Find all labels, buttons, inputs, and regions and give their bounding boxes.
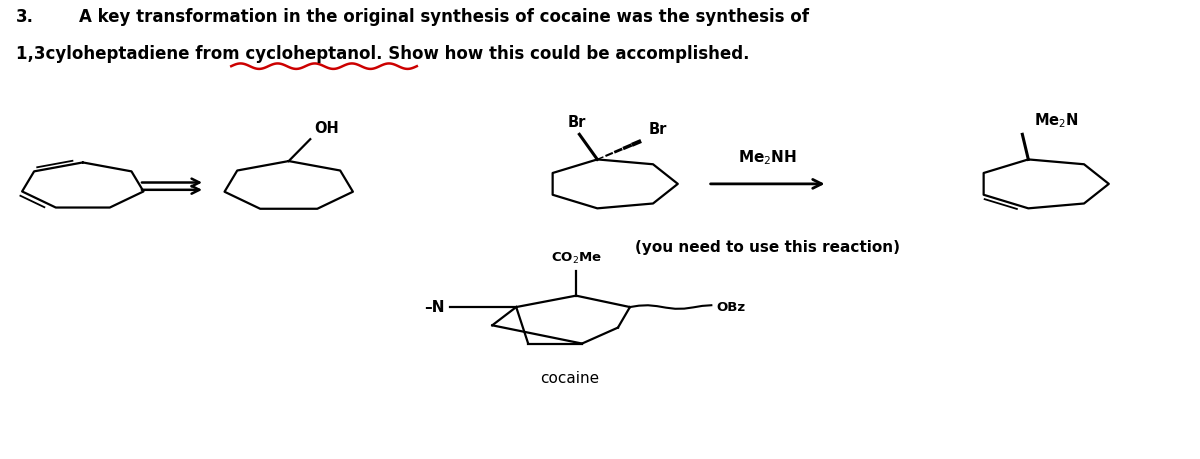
- Text: Br: Br: [649, 122, 667, 137]
- Text: –N: –N: [424, 300, 444, 314]
- Text: (you need to use this reaction): (you need to use this reaction): [635, 240, 900, 255]
- Text: 3.: 3.: [16, 8, 34, 26]
- Text: Me$_2$NH: Me$_2$NH: [738, 148, 797, 167]
- Text: Br: Br: [568, 115, 586, 130]
- Text: cocaine: cocaine: [540, 371, 600, 386]
- Text: CO$_2$Me: CO$_2$Me: [551, 251, 601, 266]
- Text: 1,3cyloheptadiene from cycloheptanol. Show how this could be accomplished.: 1,3cyloheptadiene from cycloheptanol. Sh…: [16, 45, 749, 63]
- Text: OH: OH: [314, 122, 338, 136]
- Text: OBz: OBz: [716, 301, 745, 313]
- Text: A key transformation in the original synthesis of cocaine was the synthesis of: A key transformation in the original syn…: [79, 8, 809, 26]
- Text: Me$_2$N: Me$_2$N: [1034, 111, 1079, 130]
